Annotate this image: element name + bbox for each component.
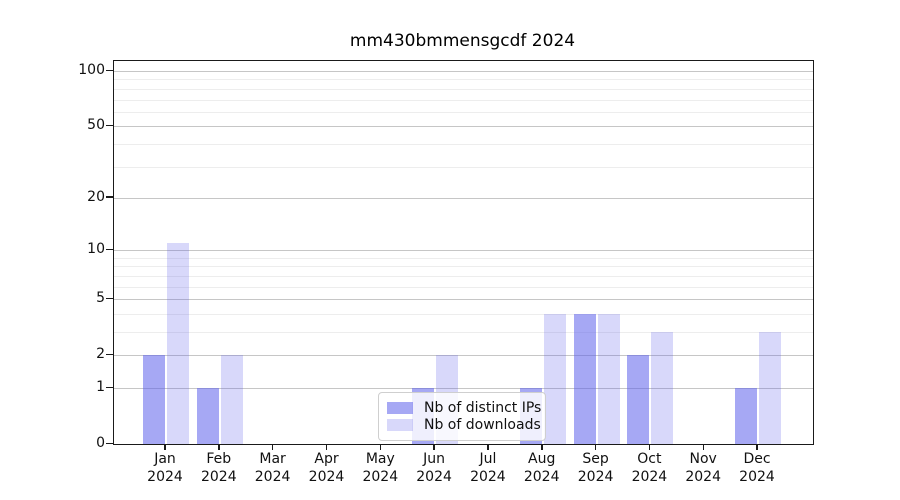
x-tick-label-apr: Apr 2024 — [308, 451, 345, 485]
gridline-minor-90 — [114, 79, 813, 81]
bar-nb-of-downloads-aug — [543, 313, 566, 444]
x-tick-label-feb: Feb 2024 — [200, 451, 237, 485]
bar-nb-of-downloads-oct — [651, 332, 674, 444]
y-tick-label-0: 0 — [96, 435, 105, 451]
y-tick-mark-20 — [106, 196, 113, 198]
y-tick-label-50: 50 — [87, 117, 105, 134]
y-tick-mark-1 — [106, 386, 113, 388]
legend-item-distinct-ips: Nb of distinct IPs — [387, 400, 541, 416]
x-tick-label-may: May 2024 — [362, 451, 399, 485]
gridline-minor-7 — [114, 275, 813, 277]
gridline-minor-70 — [114, 99, 813, 101]
x-tick-mark-10 — [702, 444, 704, 450]
chart-title: mm430bmmensgcdf 2024 — [349, 31, 576, 51]
gridline-minor-40 — [114, 143, 813, 145]
plot-area — [113, 60, 814, 445]
x-tick-mark-5 — [433, 444, 435, 450]
x-tick-label-jun: Jun 2024 — [416, 451, 452, 485]
bar-nb-of-downloads-sep — [597, 313, 620, 444]
bar-nb-of-distinct-ips-feb — [196, 388, 219, 444]
x-tick-mark-6 — [487, 444, 489, 450]
gridline-minor-8 — [114, 266, 813, 268]
gridline-major-20 — [114, 197, 813, 199]
gridline-minor-4 — [114, 313, 813, 315]
gridline-major-2 — [114, 355, 813, 357]
gridline-minor-6 — [114, 286, 813, 288]
bar-nb-of-distinct-ips-dec — [735, 388, 757, 444]
y-tick-mark-2 — [106, 353, 113, 356]
y-tick-mark-50 — [106, 124, 113, 127]
x-tick-mark-9 — [648, 444, 651, 450]
x-tick-label-nov: Nov 2024 — [685, 451, 721, 485]
y-tick-label-1: 1 — [96, 379, 105, 395]
gridline-major-50 — [114, 126, 813, 128]
gridline-major-1 — [114, 388, 813, 389]
legend-swatch-distinct-ips — [387, 402, 413, 414]
gridline-minor-60 — [114, 111, 813, 113]
gridline-minor-30 — [114, 166, 813, 168]
gridline-major-5 — [114, 299, 813, 301]
y-tick-label-5: 5 — [96, 290, 105, 307]
y-tick-mark-5 — [106, 297, 113, 300]
x-tick-label-dec: Dec 2024 — [739, 451, 775, 485]
legend: Nb of distinct IPs Nb of downloads — [378, 392, 546, 441]
bar-nb-of-downloads-feb — [220, 355, 243, 444]
bar-nb-of-distinct-ips-jan — [143, 355, 165, 444]
x-tick-mark-0 — [164, 444, 166, 450]
gridline-minor-80 — [114, 88, 813, 90]
bar-nb-of-downloads-jan — [167, 243, 189, 444]
y-tick-label-20: 20 — [87, 188, 105, 205]
y-tick-mark-100 — [106, 69, 113, 71]
x-tick-mark-1 — [218, 444, 220, 450]
y-tick-mark-0 — [106, 442, 113, 444]
legend-label-downloads: Nb of downloads — [424, 417, 541, 433]
x-tick-label-jul: Jul 2024 — [470, 451, 506, 485]
x-tick-label-oct: Oct 2024 — [631, 451, 668, 485]
x-tick-mark-4 — [379, 444, 381, 450]
x-tick-mark-2 — [271, 444, 274, 450]
y-tick-mark-10 — [106, 248, 113, 251]
x-tick-mark-3 — [325, 444, 328, 450]
bar-nb-of-distinct-ips-sep — [573, 313, 596, 444]
legend-label-distinct-ips: Nb of distinct IPs — [424, 400, 542, 416]
legend-item-downloads: Nb of downloads — [387, 417, 541, 433]
bar-nb-of-distinct-ips-oct — [627, 355, 650, 444]
gridline-major-100 — [114, 71, 813, 72]
gridline-minor-3 — [114, 332, 813, 333]
x-tick-label-aug: Aug 2024 — [523, 451, 560, 485]
bar-nb-of-downloads-dec — [759, 332, 781, 444]
x-tick-mark-7 — [541, 444, 543, 450]
y-tick-label-100: 100 — [78, 62, 105, 78]
gridline-minor-9 — [114, 257, 813, 259]
gridline-major-10 — [114, 250, 813, 252]
y-tick-label-10: 10 — [87, 241, 105, 258]
x-tick-mark-8 — [594, 444, 597, 450]
x-tick-label-sep: Sep 2024 — [577, 451, 614, 485]
y-tick-label-2: 2 — [96, 346, 105, 363]
legend-swatch-downloads — [387, 419, 413, 431]
x-tick-mark-11 — [756, 444, 758, 450]
x-tick-label-jan: Jan 2024 — [147, 451, 183, 485]
x-tick-label-mar: Mar 2024 — [254, 451, 291, 485]
